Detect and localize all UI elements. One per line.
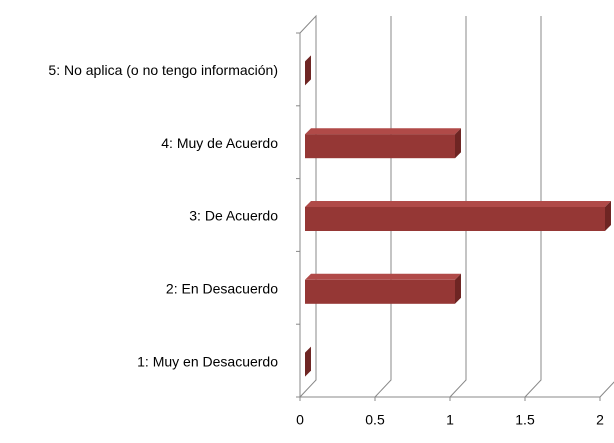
bar (305, 207, 605, 231)
bar-top (305, 128, 461, 135)
y-tick-label: 1: Muy en Desacuerdo (137, 353, 278, 369)
x-tick-label: 1.5 (515, 412, 535, 428)
bar-side (455, 273, 461, 304)
bar-side (605, 201, 611, 231)
bar-top (305, 201, 611, 207)
grid-line (599, 381, 614, 398)
x-tick-label: 0 (296, 412, 304, 428)
grid-line (524, 16, 542, 398)
bar (305, 134, 455, 159)
bar (305, 279, 455, 304)
y-tick-label: 5: No aplica (o no tengo información) (48, 62, 278, 78)
y-tick-label: 3: De Acuerdo (189, 208, 278, 224)
bar-side (455, 128, 461, 159)
y-tick-label: 4: Muy de Acuerdo (161, 135, 278, 151)
x-tick-label: 1 (446, 412, 454, 428)
bar-side (305, 346, 311, 377)
x-tick-label: 0.5 (365, 412, 385, 428)
x-tick-label: 2 (596, 412, 604, 428)
bar-side (305, 55, 311, 86)
bar-top (305, 273, 461, 280)
grid-line (449, 16, 467, 398)
y-tick-label: 2: En Desacuerdo (166, 281, 278, 297)
